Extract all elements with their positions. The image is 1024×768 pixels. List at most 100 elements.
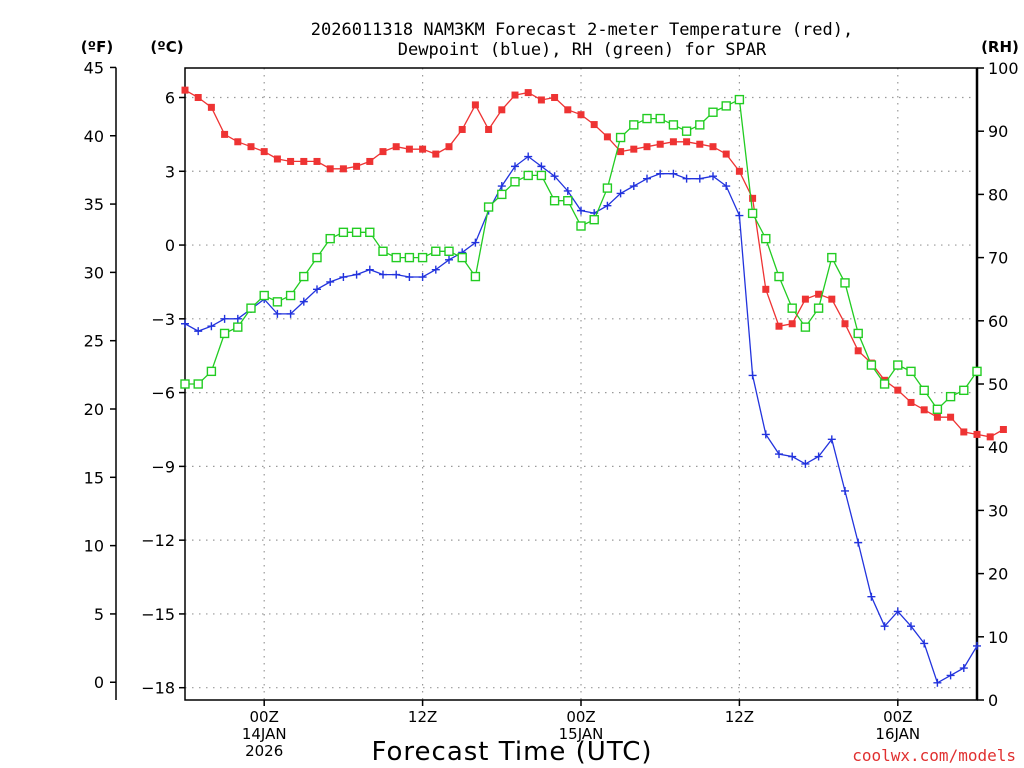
- dewpoint-point: [563, 186, 572, 195]
- temperature-point: [947, 413, 955, 421]
- credit-label: coolwx.com/models: [852, 746, 1016, 765]
- rh-point: [813, 303, 824, 313]
- dewpoint-point: [907, 622, 915, 631]
- rh-point: [747, 208, 758, 219]
- rh-tick-label: 100: [988, 59, 1019, 78]
- fahrenheit-tick-label: 30: [84, 263, 104, 282]
- fahrenheit-tick-label: 20: [84, 400, 104, 419]
- dewpoint-point: [326, 277, 335, 286]
- dewpoint-point: [814, 452, 823, 461]
- dewpoint-point: [550, 172, 559, 181]
- temperature-point: [749, 194, 757, 202]
- x-tick-label: 14JAN: [242, 725, 287, 743]
- temperature-point: [986, 433, 994, 441]
- temperature-point: [379, 148, 387, 156]
- celsius-tick-label: −12: [141, 531, 175, 550]
- fahrenheit-tick-label: 35: [84, 195, 104, 214]
- rh-point: [840, 278, 850, 288]
- rh-point: [972, 366, 982, 377]
- dewpoint-point: [643, 174, 651, 183]
- dewpoint-point: [497, 182, 506, 191]
- temperature-point: [207, 103, 215, 111]
- temperature-point: [683, 138, 691, 146]
- dewpoint-point: [511, 162, 519, 171]
- temperature-point: [247, 143, 255, 151]
- temperature-point: [933, 413, 941, 421]
- rh-point: [721, 101, 731, 111]
- dewpoint-point: [431, 265, 440, 274]
- temperature-point: [287, 157, 295, 165]
- rh-point: [602, 183, 613, 193]
- rh-point: [787, 303, 797, 313]
- dewpoint-point: [867, 592, 876, 601]
- temperature-point: [221, 130, 229, 138]
- rh-point: [695, 120, 705, 130]
- dewpoint-point: [775, 450, 783, 459]
- rh-point: [206, 366, 217, 377]
- temperature-point: [656, 140, 664, 148]
- temperature-point: [854, 347, 862, 355]
- temperature-point: [537, 96, 545, 104]
- temperature-point: [498, 106, 506, 114]
- dewpoint-series: [181, 152, 981, 687]
- temperature-point: [696, 140, 704, 148]
- rh-point: [800, 322, 811, 332]
- dewpoint-point: [629, 182, 638, 191]
- fahrenheit-tick-label: 0: [94, 673, 104, 692]
- x-tick-label: 2026: [245, 742, 283, 760]
- rh-point: [866, 360, 877, 370]
- rh-point: [932, 404, 943, 414]
- dewpoint-point: [788, 452, 797, 461]
- temperature-point: [775, 322, 783, 330]
- rh-point: [919, 385, 929, 396]
- temperature-point: [788, 320, 796, 328]
- rh-point: [589, 214, 599, 225]
- dewpoint-point: [735, 211, 744, 220]
- rh-point: [365, 227, 375, 238]
- rh-point: [417, 252, 428, 263]
- temperature-point: [432, 150, 440, 158]
- rh-tick-label: 60: [988, 312, 1008, 331]
- temperature-point: [405, 145, 413, 153]
- rh-point: [219, 328, 230, 339]
- temperature-point: [471, 101, 479, 109]
- temperature-point: [907, 398, 915, 406]
- x-tick-label: 12Z: [408, 708, 437, 726]
- rh-point: [233, 322, 243, 332]
- dewpoint-point: [682, 174, 691, 183]
- dewpoint-point: [973, 641, 981, 650]
- temperature-point: [617, 148, 625, 156]
- celsius-tick-label: −15: [141, 605, 175, 624]
- rh-point: [444, 246, 454, 256]
- celsius-tick-label: −9: [151, 457, 175, 476]
- rh-tick-label: 40: [988, 438, 1008, 457]
- temperature-point: [300, 157, 308, 165]
- dewpoint-point: [392, 270, 401, 279]
- celsius-tick-label: 6: [165, 89, 175, 108]
- fahrenheit-tick-label: 10: [84, 537, 104, 556]
- rh-tick-label: 50: [988, 375, 1008, 394]
- rh-point: [404, 252, 415, 263]
- rh-point: [761, 233, 771, 244]
- dewpoint-point: [669, 169, 678, 178]
- dewpoint-point: [524, 152, 533, 161]
- rh-point: [629, 120, 639, 130]
- temperature-point: [392, 143, 400, 151]
- dewpoint-point: [537, 162, 546, 171]
- x-tick-label: 12Z: [725, 708, 754, 726]
- temperature-point: [815, 290, 823, 298]
- dewpoint-point: [880, 622, 889, 631]
- rh-tick-label: 20: [988, 565, 1008, 584]
- x-tick-label: 15JAN: [559, 725, 604, 743]
- rh-point: [431, 246, 441, 256]
- x-tick-label: 00Z: [883, 708, 912, 726]
- rh-point: [853, 328, 863, 339]
- rh-point: [285, 290, 296, 301]
- dewpoint-point: [405, 273, 414, 282]
- rh-unit-label: (RH): [981, 38, 1019, 56]
- dewpoint-point: [893, 607, 902, 616]
- temperature-point: [960, 428, 968, 436]
- rh-point: [642, 113, 652, 124]
- dewpoint-point: [181, 319, 189, 328]
